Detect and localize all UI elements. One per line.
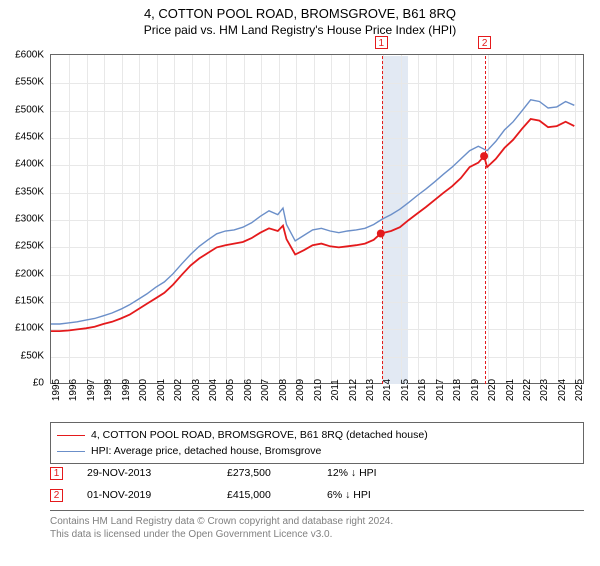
legend-item: HPI: Average price, detached house, Brom…	[57, 443, 577, 459]
y-tick-label: £200K	[0, 268, 44, 279]
legend-label: 4, COTTON POOL ROAD, BROMSGROVE, B61 8RQ…	[91, 429, 428, 441]
transaction-diff: 6% ↓ HPI	[327, 489, 427, 501]
chart-lines	[50, 54, 584, 384]
y-tick-label: £500K	[0, 104, 44, 115]
x-tick-label: 2001	[156, 379, 167, 401]
legend-swatch	[57, 451, 85, 452]
y-tick-label: £600K	[0, 50, 44, 61]
transaction-marker-label: 2	[478, 36, 491, 49]
x-tick-label: 2014	[382, 379, 393, 401]
x-tick-label: 1999	[121, 379, 132, 401]
y-tick-label: £450K	[0, 132, 44, 143]
data-point-marker	[377, 229, 385, 237]
y-tick-label: £300K	[0, 214, 44, 225]
x-tick-label: 2002	[173, 379, 184, 401]
x-tick-label: 2011	[330, 379, 341, 401]
x-tick-label: 2021	[505, 379, 516, 401]
x-tick-label: 2003	[191, 379, 202, 401]
chart-area: £0£50K£100K£150K£200K£250K£300K£350K£400…	[50, 54, 584, 384]
legend: 4, COTTON POOL ROAD, BROMSGROVE, B61 8RQ…	[50, 422, 584, 464]
x-tick-label: 2015	[400, 379, 411, 401]
x-tick-label: 2013	[365, 379, 376, 401]
y-tick-label: £400K	[0, 159, 44, 170]
page-subtitle: Price paid vs. HM Land Registry's House …	[0, 23, 600, 37]
transaction-price: £273,500	[227, 467, 327, 479]
x-tick-label: 2024	[557, 379, 568, 401]
x-tick-label: 2018	[452, 379, 463, 401]
transaction-row: 2 01-NOV-2019£415,0006% ↓ HPI	[50, 484, 584, 506]
data-point-marker	[480, 152, 488, 160]
x-tick-label: 2006	[243, 379, 254, 401]
x-tick-label: 2017	[435, 379, 446, 401]
transaction-date: 01-NOV-2019	[87, 489, 227, 501]
transaction-diff: 12% ↓ HPI	[327, 467, 427, 479]
footer-attribution: Contains HM Land Registry data © Crown c…	[50, 510, 584, 541]
y-tick-label: £150K	[0, 296, 44, 307]
x-tick-label: 1997	[86, 379, 97, 401]
y-tick-label: £250K	[0, 241, 44, 252]
legend-swatch	[57, 435, 85, 436]
y-tick-label: £0	[0, 378, 44, 389]
x-tick-label: 2023	[539, 379, 550, 401]
x-tick-label: 2005	[225, 379, 236, 401]
transactions-table: 1 29-NOV-2013£273,50012% ↓ HPI 2 01-NOV-201…	[50, 462, 584, 506]
transaction-price: £415,000	[227, 489, 327, 501]
x-tick-label: 2012	[348, 379, 359, 401]
x-tick-label: 1998	[103, 379, 114, 401]
page-title: 4, COTTON POOL ROAD, BROMSGROVE, B61 8RQ	[0, 6, 600, 21]
x-tick-label: 1995	[51, 379, 62, 401]
x-tick-label: 2000	[138, 379, 149, 401]
x-tick-label: 2004	[208, 379, 219, 401]
y-tick-label: £550K	[0, 77, 44, 88]
transaction-date: 29-NOV-2013	[87, 467, 227, 479]
transaction-marker-icon: 2	[50, 489, 63, 502]
legend-item: 4, COTTON POOL ROAD, BROMSGROVE, B61 8RQ…	[57, 427, 577, 443]
x-tick-label: 2007	[260, 379, 271, 401]
transaction-marker-label: 1	[375, 36, 388, 49]
legend-label: HPI: Average price, detached house, Brom…	[91, 445, 321, 457]
y-tick-label: £100K	[0, 323, 44, 334]
x-tick-label: 2020	[487, 379, 498, 401]
footer-line-2: This data is licensed under the Open Gov…	[50, 528, 584, 541]
x-tick-label: 2016	[417, 379, 428, 401]
x-tick-label: 2025	[574, 379, 585, 401]
y-tick-label: £350K	[0, 186, 44, 197]
transaction-row: 1 29-NOV-2013£273,50012% ↓ HPI	[50, 462, 584, 484]
transaction-marker-icon: 1	[50, 467, 63, 480]
x-tick-label: 1996	[68, 379, 79, 401]
x-tick-label: 2022	[522, 379, 533, 401]
chart-container: 4, COTTON POOL ROAD, BROMSGROVE, B61 8RQ…	[0, 6, 600, 566]
footer-line-1: Contains HM Land Registry data © Crown c…	[50, 515, 584, 528]
x-tick-label: 2019	[470, 379, 481, 401]
y-tick-label: £50K	[0, 350, 44, 361]
x-tick-label: 2008	[278, 379, 289, 401]
series-line-hpi	[51, 100, 574, 324]
series-line-price_paid	[51, 119, 574, 331]
x-tick-label: 2009	[295, 379, 306, 401]
x-tick-label: 2010	[313, 379, 324, 401]
